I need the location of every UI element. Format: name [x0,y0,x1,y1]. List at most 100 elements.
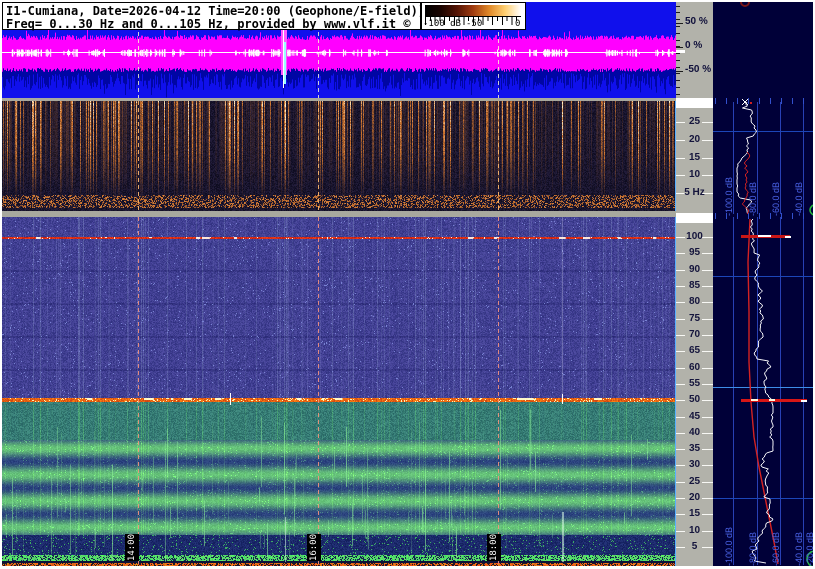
freq-tick [702,547,713,548]
color-legend: -100 dB -50 0 [421,2,526,30]
freq-tick [676,286,685,287]
freq-tick [702,175,713,176]
freq-label-105hz: 5 [691,541,698,552]
scale-tick [676,60,680,61]
freq-tick [702,237,713,238]
db-label-upper: -100.0 dB [724,176,734,216]
spectrogram-border [675,101,676,211]
spectrogram-105hz [2,217,676,566]
freq-tick [702,335,713,336]
freq-label-105hz: 40 [688,427,701,438]
scale-tick [676,87,680,88]
freq-label-105hz: 85 [688,280,701,291]
freq-tick [676,193,685,194]
freq-tick [676,253,685,254]
title-line2: Freq= 0...30 Hz and 0...105 Hz, provided… [6,17,411,31]
freq-tick [702,319,713,320]
freq-tick [676,237,685,238]
freq-label-105hz: 20 [688,492,701,503]
freq-label-30hz: 10 [688,169,701,180]
freq-label-105hz: 30 [688,459,701,470]
freq-tick [676,547,685,548]
freq-label-105hz: 50 [688,394,701,405]
freq-label-105hz: 75 [688,313,701,324]
title-line1: I1-Cumiana, Date=2026-04-12 Time=20:00 (… [6,4,426,18]
legend-max-label: 0 [515,19,521,29]
freq-tick [676,498,685,499]
freq-tick [702,449,713,450]
freq-tick [676,335,685,336]
amplitude-scale: 50 % 0 % -50 % [676,2,713,98]
freq-tick [702,531,713,532]
zero-mark [676,50,685,53]
scale-tick [676,67,680,68]
freq-tick [676,531,685,532]
freq-tick [702,193,713,194]
freq-scale-30hz: 25 20 15 10 5 Hz [676,108,713,213]
freq-tick [702,384,713,385]
freq-label-30hz: 25 [688,116,701,127]
amplitude-label: 50 % [685,16,708,27]
spectrum-panel [713,2,813,566]
legend-mid-label: -50 [466,19,483,29]
freq-label-105hz: 15 [688,508,701,519]
freq-label-105hz: 70 [688,329,701,340]
freq-tick [676,319,685,320]
color-gradient-bar [425,5,521,16]
freq-tick [676,175,685,176]
freq-tick [702,368,713,369]
scale-tick [676,71,683,72]
freq-tick [676,465,685,466]
freq-label-105hz: 100 [686,231,703,242]
spectrogram-30hz [2,101,676,211]
scale-tick [676,40,680,41]
freq-tick [676,514,685,515]
freq-tick [702,253,713,254]
db-label-upper: -80.0 dB [748,181,758,216]
spectrum-db-labels: -100.0 dB -80.0 dB -60.0 dB -40.0 dB -100.0 … [713,2,813,566]
scale-tick [676,12,680,13]
freq-tick [702,351,713,352]
scale-tick [676,94,680,95]
scale-tick [676,23,683,24]
freq-tick [676,384,685,385]
freq-label-105hz: 10 [688,525,701,536]
freq-tick [676,449,685,450]
freq-label-105hz: 35 [688,443,701,454]
amplitude-label: -50 % [685,64,712,75]
amplitude-label: 0 % [685,40,703,51]
freq-tick [676,433,685,434]
freq-tick [702,400,713,401]
db-label-upper: -60.0 dB [771,181,781,216]
freq-tick [702,140,713,141]
panel-separator [2,98,676,101]
legend-ticks-icon [425,16,521,25]
scale-tick [676,19,680,20]
legend-min-label: -100 dB [423,19,461,29]
freq-tick [702,122,713,123]
freq-tick [702,465,713,466]
freq-tick [676,122,685,123]
db-label-lower: -100.0 dB [724,526,734,566]
scale-tick [676,47,683,48]
scale-tick [676,33,680,34]
freq-tick [702,417,713,418]
scale-tick [676,73,680,74]
db-label-lower: -60.0 dB [771,531,781,566]
freq-label-105hz: 45 [688,411,701,422]
freq-tick [702,498,713,499]
freq-tick [676,368,685,369]
freq-label-105hz: 60 [688,362,701,373]
freq-tick [676,351,685,352]
freq-tick [676,400,685,401]
db-label-lower: -40.0 dB [794,531,804,566]
freq-label-105hz: 25 [688,476,701,487]
freq-tick [676,270,685,271]
scale-tick [676,53,680,54]
db-label-lower: -20.0 dB [805,531,813,566]
freq-label-105hz: 80 [688,296,701,307]
scale-tick [676,6,680,7]
db-label-lower: -80.0 dB [748,531,758,566]
freq-label-30hz: 5 Hz [684,187,705,198]
